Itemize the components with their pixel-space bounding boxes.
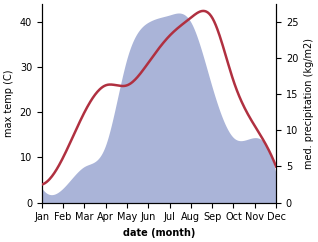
X-axis label: date (month): date (month) [123, 228, 195, 238]
Y-axis label: med. precipitation (kg/m2): med. precipitation (kg/m2) [304, 38, 314, 169]
Y-axis label: max temp (C): max temp (C) [4, 70, 14, 137]
